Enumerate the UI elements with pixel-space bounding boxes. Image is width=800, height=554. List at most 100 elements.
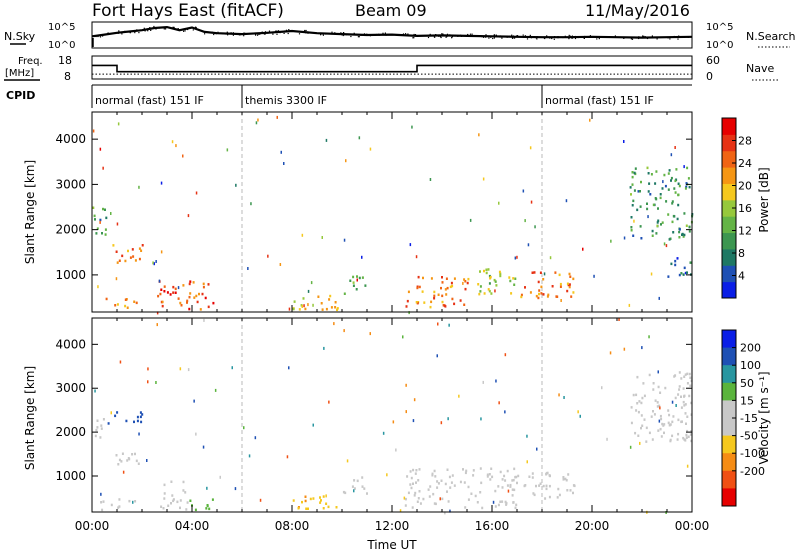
echo-cell	[681, 233, 683, 236]
echo-cell	[665, 244, 668, 248]
nsearch-point	[279, 32, 281, 34]
echo-cell	[312, 303, 314, 307]
echo-cell	[674, 191, 677, 194]
echo-cell	[635, 409, 638, 412]
echo-cell	[668, 413, 671, 417]
nsearch-point	[446, 33, 449, 35]
echo-cell	[104, 228, 107, 231]
nsearch-point	[638, 36, 640, 38]
nsearch-point	[331, 31, 333, 33]
echo-cell	[651, 234, 654, 237]
echo-cell	[355, 288, 358, 291]
power-colorbar-tick-label: 4	[738, 270, 745, 283]
echo-cell	[235, 183, 237, 187]
power-colorbar-band	[722, 281, 736, 299]
x-tick-label: 16:00	[475, 519, 510, 533]
echo-cell	[436, 354, 438, 358]
nsearch-point	[557, 36, 559, 38]
nsearch-point	[149, 27, 151, 29]
echo-cell	[152, 261, 154, 265]
echo-cell	[514, 277, 517, 280]
echo-cell	[440, 421, 443, 425]
echo-cell	[304, 307, 307, 311]
nsearch-point	[631, 38, 634, 40]
echo-cell	[319, 501, 322, 504]
echo-cell	[677, 182, 680, 185]
echo-cell	[448, 475, 451, 479]
echo-cell	[436, 486, 439, 489]
nsearch-point	[441, 33, 443, 35]
echo-cell	[682, 273, 685, 276]
time-xlabel: Time UT	[366, 538, 417, 552]
echo-cell	[501, 478, 504, 481]
echo-cell	[529, 291, 532, 294]
echo-cell	[446, 468, 449, 471]
echo-cell	[657, 207, 659, 210]
echo-cell	[630, 229, 633, 232]
nsearch-point	[469, 33, 472, 35]
echo-cell	[114, 414, 117, 418]
echo-cell	[568, 283, 571, 286]
nsearch-point	[669, 36, 671, 38]
echo-cell	[259, 498, 262, 502]
echo-cell	[163, 290, 166, 293]
nsearch-point	[102, 35, 104, 37]
nsearch-point	[144, 30, 146, 32]
echo-cell	[665, 200, 668, 203]
echo-cell	[463, 278, 466, 281]
echo-cell	[494, 289, 496, 293]
nsearch-point	[522, 34, 524, 36]
echo-cell	[189, 499, 192, 502]
nsearch-point	[449, 34, 451, 36]
echo-cell	[676, 217, 679, 221]
echo-cell	[212, 301, 215, 305]
velocity-colorbar-tick-label: 15	[740, 394, 754, 407]
echo-cell	[444, 511, 446, 515]
echo-cell	[549, 256, 552, 260]
nsearch-point	[427, 36, 430, 39]
echo-cell	[352, 275, 355, 279]
nave-label: Nave	[746, 62, 774, 75]
echo-cell	[498, 201, 500, 205]
echo-cell	[451, 284, 454, 288]
echo-cell	[467, 485, 470, 489]
echo-cell	[563, 396, 565, 399]
echo-cell	[415, 481, 417, 484]
echo-cell	[356, 479, 359, 483]
echo-cell	[115, 454, 118, 457]
echo-cell	[128, 457, 131, 461]
echo-cell	[686, 429, 689, 433]
echo-cell	[682, 387, 685, 390]
echo-cell	[423, 301, 426, 304]
echo-cell	[566, 282, 569, 285]
echo-cell	[674, 146, 676, 149]
echo-cell	[680, 395, 682, 398]
echo-cell	[418, 285, 421, 289]
nsearch-point	[451, 36, 453, 38]
echo-cell	[307, 507, 309, 510]
nsearch-point	[343, 34, 345, 36]
echo-cell	[536, 447, 538, 451]
echo-cell	[542, 293, 545, 296]
echo-cell	[667, 213, 670, 216]
velocity-colorbar-label: Velocity [m s⁻¹]	[757, 371, 771, 464]
echo-cell	[325, 502, 328, 505]
echo-cell	[533, 271, 536, 274]
echo-cell	[160, 181, 163, 185]
echo-cell	[166, 291, 169, 294]
noise-right-tick-top: 10^5	[706, 22, 733, 33]
echo-cell	[660, 223, 662, 226]
echo-cell	[487, 288, 490, 291]
echo-cell	[520, 293, 523, 297]
echo-cell	[659, 406, 661, 410]
echo-cell	[668, 424, 671, 427]
echo-cell	[483, 292, 486, 295]
echo-cell	[323, 346, 325, 350]
nsearch-point	[192, 29, 194, 31]
echo-cell	[110, 212, 112, 215]
echo-cell	[690, 401, 693, 405]
echo-cell	[631, 171, 634, 174]
echo-cell	[515, 503, 518, 507]
echo-cell	[640, 401, 643, 405]
nsearch-point	[143, 27, 145, 29]
